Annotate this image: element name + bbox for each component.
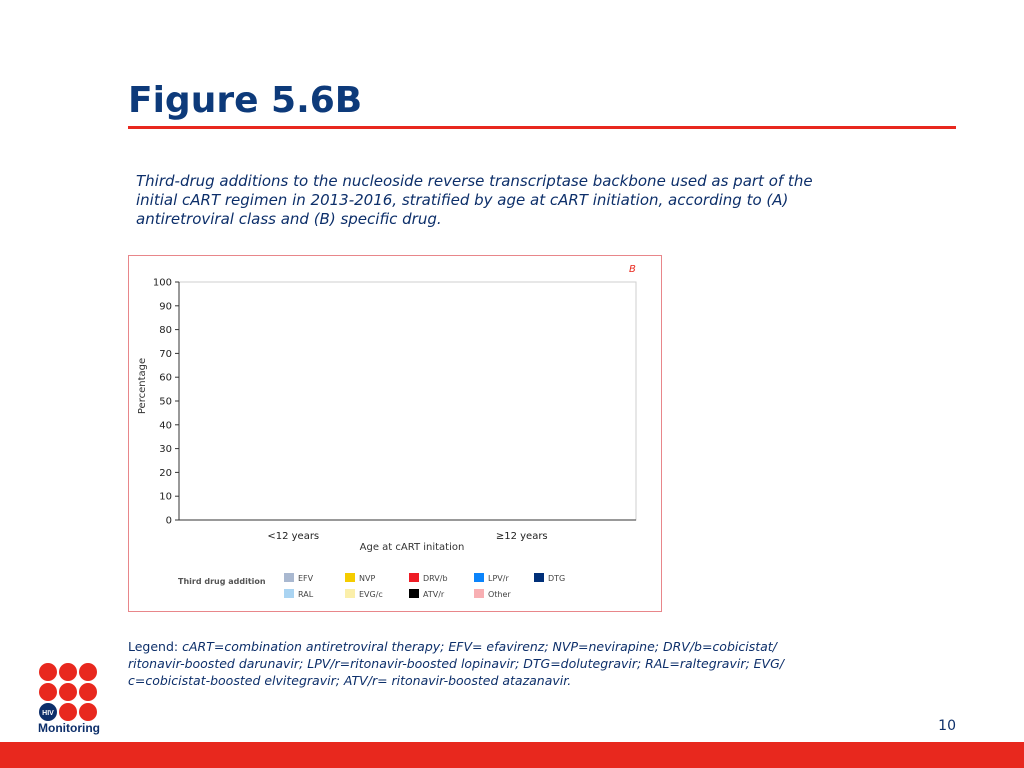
legend-title: Third drug addition — [178, 577, 266, 586]
x-tick-label: ≥12 years — [496, 531, 548, 542]
legend-label-nvp: NVP — [359, 574, 375, 583]
legend-label-atv-r: ATV/r — [423, 590, 445, 599]
legend-label-dtg: DTG — [548, 574, 565, 583]
legend-label-ral: RAL — [298, 590, 314, 599]
y-tick-label: 0 — [166, 516, 172, 527]
y-axis-label: Percentage — [137, 358, 148, 414]
y-tick-label: 60 — [159, 373, 172, 384]
legend-swatch-dtg — [534, 573, 544, 582]
y-tick-label: 10 — [159, 492, 172, 503]
y-tick-label: 90 — [159, 301, 172, 312]
legend-label-efv: EFV — [298, 574, 314, 583]
legend-swatch-evg-c — [345, 589, 355, 598]
logo-wordmark: Monitoring — [38, 721, 100, 735]
legend-label-drv-b: DRV/b — [423, 574, 448, 583]
legend-label-other: Other — [488, 590, 511, 599]
x-tick-label: <12 years — [267, 531, 319, 542]
y-tick-label: 40 — [159, 420, 172, 431]
hiv-monitoring-logo: HIV — [39, 663, 97, 721]
legend-swatch-other — [474, 589, 484, 598]
y-tick-label: 80 — [159, 325, 172, 336]
legend-swatch-atv-r — [409, 589, 419, 598]
legend-label-lpv-r: LPV/r — [488, 574, 509, 583]
figure-caption: Third-drug additions to the nucleoside r… — [136, 172, 813, 228]
legend-swatch-efv — [284, 573, 294, 582]
y-tick-label: 20 — [159, 468, 172, 479]
legend-group: EFV NVP DRV/b LPV/r DTG RAL EVG/c ATV/r Other — [284, 573, 565, 599]
legend-lead: Legend: — [128, 639, 183, 654]
logo-badge: HIV — [42, 710, 54, 717]
footer-bar — [0, 742, 1024, 768]
legend-swatch-ral — [284, 589, 294, 598]
stacked-bar-chart: B 0 10 20 30 40 50 60 70 80 90 100 <12 years ≥12 yea… — [137, 264, 637, 599]
plot-area — [178, 281, 637, 521]
legend-swatch-drv-b — [409, 573, 419, 582]
panel-label: B — [629, 264, 636, 275]
y-tick-label: 50 — [159, 397, 172, 408]
y-tick-label: 30 — [159, 444, 172, 455]
y-tick-label: 70 — [159, 349, 172, 360]
chart-panel: B 0 10 20 30 40 50 60 70 80 90 100 <12 years ≥12 yea… — [128, 255, 662, 612]
legend-label-evg-c: EVG/c — [359, 590, 383, 599]
legend-swatch-nvp — [345, 573, 355, 582]
x-axis-label: Age at cART initation — [360, 542, 465, 553]
slide-title: Figure 5.6B — [128, 80, 363, 121]
abbreviation-legend: Legend: cART=combination antiretroviral … — [128, 638, 828, 689]
y-tick-label: 100 — [153, 278, 172, 289]
page-number: 10 — [938, 718, 956, 734]
legend-swatch-lpv-r — [474, 573, 484, 582]
axes-group: 0 10 20 30 40 50 60 70 80 90 100 <12 years ≥12 years — [153, 278, 637, 542]
title-underline — [128, 126, 956, 129]
legend-body: cART=combination antiretroviral therapy;… — [128, 639, 784, 688]
